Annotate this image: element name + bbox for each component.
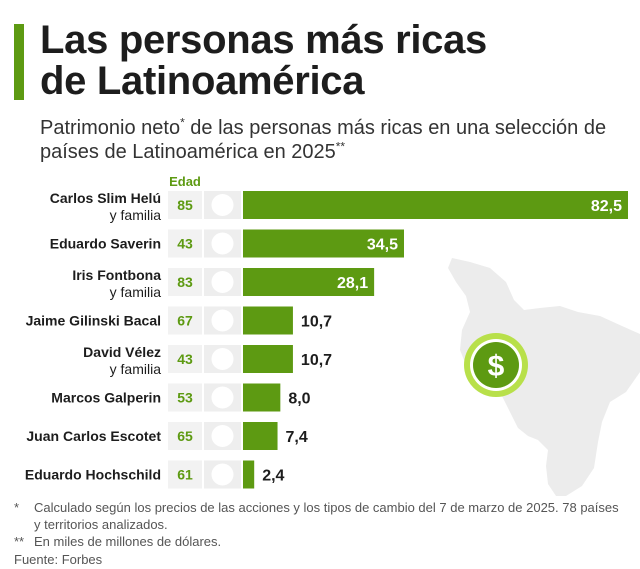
source-note: Fuente: Forbes <box>14 552 103 567</box>
flag-ring <box>211 463 234 486</box>
subtitle-footnote-mark-1: * <box>180 115 185 130</box>
flag-ring <box>211 425 234 447</box>
chart-row: Eduardo Hochschild 61 2,4 <box>25 460 285 489</box>
south-america-map-shape <box>448 258 640 496</box>
chart-title-line-1: Las personas más ricas <box>40 18 487 62</box>
age-label: 83 <box>177 274 193 290</box>
bar-value-label: 8,0 <box>288 391 310 408</box>
flag-ring <box>211 232 234 255</box>
age-label: 67 <box>177 313 193 329</box>
dollar-coin-face <box>473 342 519 388</box>
bar <box>243 268 375 296</box>
flag-ring <box>211 309 234 332</box>
age-cell <box>168 460 202 489</box>
chart-row: Jaime Gilinski Bacal 67 10,7 <box>26 306 332 335</box>
chart-row: Juan Carlos Escotet 65 7,4 <box>26 422 308 450</box>
age-cell <box>168 422 202 450</box>
age-label: 43 <box>177 236 193 252</box>
age-column-header: Edad <box>169 174 201 189</box>
chart-subtitle: Patrimonio neto* de las personas más ric… <box>40 116 630 164</box>
bar-value-label: 2,4 <box>262 468 284 485</box>
bar <box>243 345 293 373</box>
bar-value-label: 82,5 <box>591 198 622 215</box>
bar <box>243 306 293 335</box>
bar-value-label: 10,7 <box>301 352 332 369</box>
person-name-sublabel: y familia <box>110 207 162 223</box>
age-cell <box>168 306 202 335</box>
chart-title-line-2: de Latinoamérica <box>40 59 365 103</box>
person-name-label: Carlos Slim Helú <box>50 190 161 206</box>
footnote-1: * Calculado según los precios de las acc… <box>14 499 624 533</box>
age-cell <box>168 191 202 219</box>
chart-row: Marcos Galperin 53 8,0 <box>51 383 311 412</box>
bar-value-label: 28,1 <box>337 275 368 292</box>
footnote-2-text: En miles de millones de dólares. <box>34 534 222 549</box>
person-name-sublabel: y familia <box>110 361 162 377</box>
age-label: 65 <box>177 428 193 444</box>
bar-value-label: 7,4 <box>286 429 308 446</box>
subtitle-part-1: Patrimonio neto <box>40 117 181 139</box>
age-label: 53 <box>177 390 193 406</box>
person-name-label: Jaime Gilinski Bacal <box>26 313 161 329</box>
bar-value-label: 34,5 <box>367 237 398 254</box>
age-label: 85 <box>177 197 193 213</box>
footnote-2-mark: ** <box>14 534 25 549</box>
subtitle-footnote-mark-2: ** <box>335 139 346 154</box>
bar <box>243 460 255 489</box>
age-label: 61 <box>177 467 193 483</box>
footnotes: * Calculado según los precios de las acc… <box>14 499 624 568</box>
bar <box>243 383 281 412</box>
age-cell <box>168 268 202 296</box>
age-label: 43 <box>177 351 193 367</box>
footnote-1-mark: * <box>14 500 20 515</box>
person-name-label: Juan Carlos Escotet <box>26 428 161 444</box>
flag-ring <box>211 271 234 293</box>
flag-ring <box>211 194 234 216</box>
chart-row: Eduardo Saverin 43 34,5 <box>50 229 404 258</box>
dollar-sign-glyph: $ <box>488 350 505 383</box>
person-name-label: Iris Fontbona <box>72 267 161 283</box>
age-cell <box>168 345 202 373</box>
flag-ring <box>211 386 234 409</box>
person-name-label: Eduardo Saverin <box>50 236 161 252</box>
flag-ring <box>211 348 234 370</box>
footnote-2: ** En miles de millones de dólares. <box>14 533 624 550</box>
person-name-label: Eduardo Hochschild <box>25 467 161 483</box>
bar <box>243 422 278 450</box>
age-cell <box>168 383 202 412</box>
bar <box>243 229 404 258</box>
person-name-label: David Vélez <box>83 344 161 360</box>
person-name-label: Marcos Galperin <box>51 390 161 406</box>
age-cell <box>168 229 202 258</box>
bar-value-label: 10,7 <box>301 314 332 331</box>
title-accent-bar <box>14 24 24 100</box>
subtitle-part-2: de las personas más ricas en una selecci… <box>40 117 607 163</box>
footnote-1-text: Calculado según los precios de las accio… <box>34 500 619 532</box>
chart-title: Las personas más ricas de Latinoamérica <box>40 20 620 102</box>
person-name-sublabel: y familia <box>110 284 162 300</box>
bar <box>243 191 628 219</box>
